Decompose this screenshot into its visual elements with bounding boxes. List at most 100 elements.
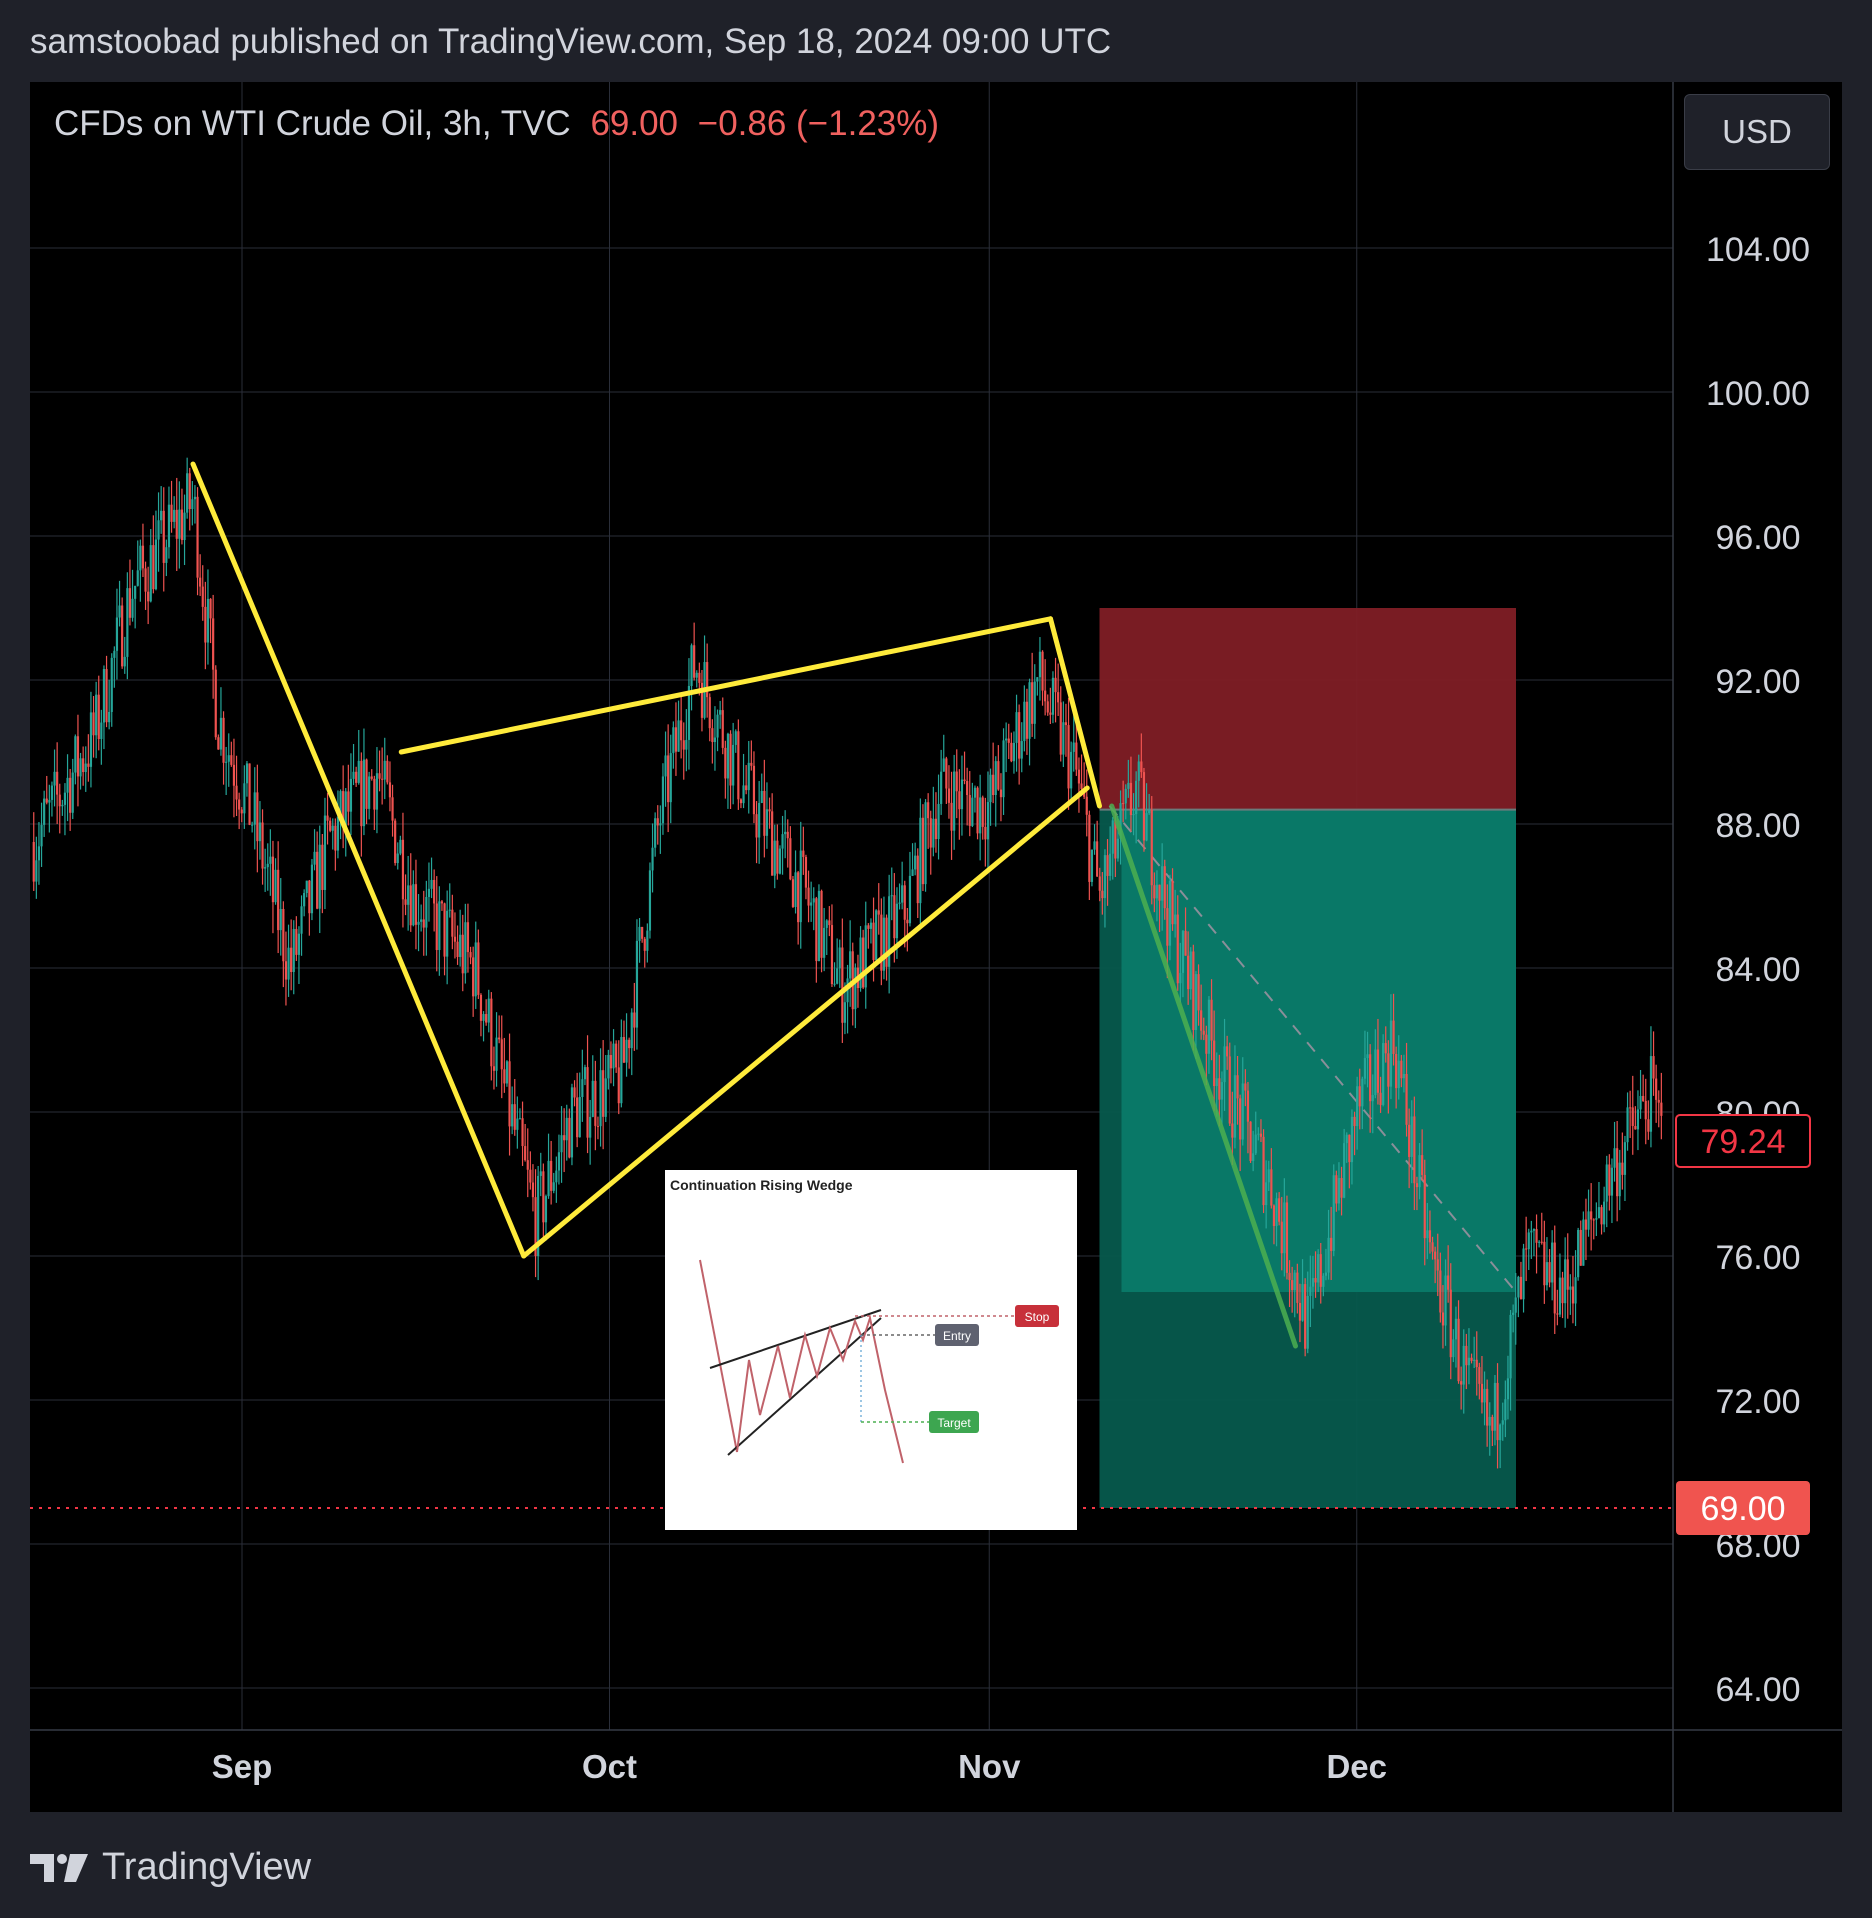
candle-body	[656, 818, 659, 826]
candle-body	[1103, 855, 1107, 899]
marker-price-badge	[1675, 1114, 1811, 1168]
candle-body	[1018, 712, 1021, 759]
wedge-trendline[interactable]	[190, 461, 527, 1259]
x-tick-label: Sep	[212, 1748, 273, 1785]
inset-title: Continuation Rising Wedge	[670, 1177, 853, 1193]
candle-body	[1088, 814, 1091, 882]
candle-body	[1122, 803, 1125, 805]
wedge-trendline[interactable]	[1048, 616, 1102, 809]
candle-body	[898, 902, 901, 904]
candle-body	[903, 885, 906, 920]
candle-body	[693, 645, 696, 678]
candle-body	[1285, 1202, 1289, 1273]
candle-body	[914, 855, 917, 870]
candle-body	[622, 1037, 626, 1063]
candle-body	[1067, 725, 1070, 789]
candle-body	[776, 840, 779, 874]
y-tick-label: 104.00	[1706, 231, 1810, 269]
symbol-legend: CFDs on WTI Crude Oil, 3h, TVC 69.00 −0.…	[54, 104, 939, 144]
candle-body	[1595, 1218, 1598, 1220]
candle-body	[300, 906, 303, 934]
candle-body	[765, 809, 769, 836]
candle-body	[537, 1175, 540, 1256]
candle-body	[1278, 1198, 1281, 1222]
candle-body	[958, 791, 961, 810]
candle-body	[690, 645, 693, 686]
candle-body	[1636, 1109, 1640, 1130]
candle-body	[841, 947, 844, 1023]
candle-body	[1639, 1095, 1642, 1110]
candle-body	[1369, 1054, 1372, 1102]
candle-body	[326, 815, 329, 821]
candle-body	[867, 925, 870, 929]
candle-body	[1517, 1276, 1520, 1298]
candle-body	[1337, 1178, 1341, 1204]
candle-body	[698, 672, 701, 683]
candle-body	[339, 791, 342, 817]
x-tick-label: Nov	[958, 1748, 1021, 1785]
candle-body	[383, 760, 386, 780]
candle-body	[240, 809, 243, 814]
price-chart[interactable]: Continuation Rising Wedge Stop Entry Tar…	[30, 82, 1842, 1812]
candle-body	[1467, 1357, 1471, 1366]
candle-body	[981, 797, 984, 827]
candle-body	[1330, 1237, 1333, 1251]
candle-body	[1280, 1221, 1283, 1254]
candle-body	[1460, 1381, 1463, 1385]
projection-trendline[interactable]	[1109, 803, 1298, 1349]
candle-body	[1631, 1107, 1634, 1127]
candle-body	[659, 823, 662, 826]
candle-body	[1127, 782, 1130, 789]
candle-body	[206, 598, 210, 643]
candle-body	[1465, 1345, 1468, 1366]
wedge-trendline[interactable]	[521, 785, 1090, 1259]
candle-body	[630, 1012, 633, 1049]
candle-body	[890, 895, 893, 897]
candle-body	[474, 942, 477, 997]
candle-body	[1538, 1241, 1541, 1243]
candle-body	[786, 831, 789, 839]
candle-body	[921, 817, 925, 885]
candle-body	[651, 847, 654, 871]
candle-body	[849, 951, 852, 979]
chart-panel[interactable]: Continuation Rising Wedge Stop Entry Tar…	[30, 82, 1842, 1812]
candle-body	[128, 588, 132, 618]
wedge-trendline[interactable]	[398, 616, 1053, 755]
candle-body	[942, 758, 945, 772]
candle-body	[253, 792, 256, 825]
candle-body	[113, 650, 116, 658]
candle-body	[1057, 692, 1060, 703]
candle-body	[186, 473, 189, 513]
candle-body	[503, 1069, 506, 1084]
candle-body	[1571, 1286, 1575, 1304]
candle-body	[487, 998, 490, 1023]
candle-body	[1629, 1107, 1632, 1109]
y-tick-label: 76.00	[1715, 1239, 1800, 1277]
candle-body	[422, 919, 425, 928]
candle-body	[334, 825, 337, 851]
candle-body	[490, 998, 493, 1067]
candle-body	[1642, 1095, 1645, 1101]
candle-body	[1111, 820, 1114, 854]
stop-loss-zone[interactable]	[1099, 608, 1517, 810]
candle-body	[524, 1146, 527, 1161]
candle-body	[968, 794, 971, 826]
candle-body	[581, 1079, 584, 1097]
candle-body	[1488, 1416, 1491, 1426]
y-tick-label: 88.00	[1715, 807, 1800, 845]
candle-body	[789, 838, 792, 880]
tradingview-logo[interactable]: TradingView	[30, 1846, 311, 1889]
currency-button[interactable]: USD	[1684, 94, 1830, 170]
candle-body	[264, 867, 267, 869]
candle-body	[797, 872, 800, 923]
candle-body	[1491, 1416, 1494, 1431]
candle-body	[599, 1070, 602, 1127]
candle-body	[820, 890, 823, 958]
candle-body	[1506, 1378, 1510, 1400]
candle-body	[157, 520, 160, 540]
candle-body	[1252, 1153, 1255, 1161]
candle-body	[555, 1170, 558, 1183]
inset-stop-label: Stop	[1025, 1310, 1050, 1324]
candle-body	[251, 824, 254, 826]
candle-body	[1382, 1043, 1385, 1105]
